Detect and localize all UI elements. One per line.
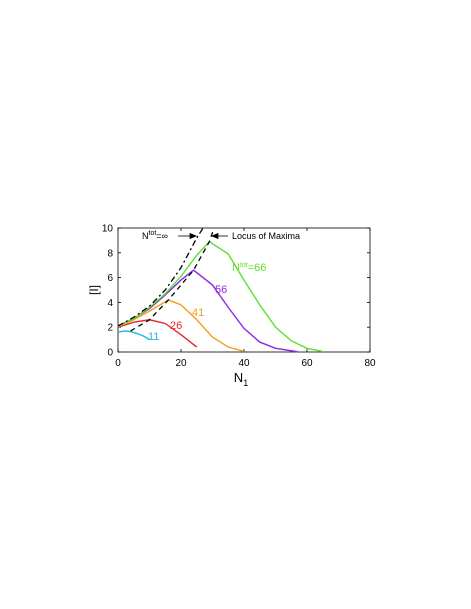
series-label: 26 (170, 320, 182, 332)
y-tick-label: 8 (107, 248, 113, 259)
series-label: 11 (148, 331, 159, 343)
plot-frame (117, 227, 371, 353)
y-tick-label: 6 (107, 273, 113, 284)
series-line (130, 227, 215, 332)
series-label: 41 (192, 307, 204, 319)
series-line (117, 299, 245, 353)
x-tick-label: 0 (115, 358, 121, 369)
x-label-base: N (234, 370, 243, 385)
y-axis-label: [I] (87, 285, 101, 295)
series-label: 56 (215, 284, 227, 296)
label-text: 56 (215, 284, 227, 296)
x-tick-label: 20 (175, 358, 187, 369)
series-line (117, 330, 150, 341)
x-label-sub: 1 (243, 378, 248, 388)
label-text: =66 (248, 262, 267, 274)
y-tick-label: 10 (102, 224, 114, 235)
x-tick-label: 60 (301, 358, 313, 369)
x-axis-label: N1 (234, 370, 248, 388)
label-text: 11 (148, 331, 159, 343)
y-tick-label: 0 (107, 348, 113, 359)
series-label: Ntot=66 (232, 262, 266, 274)
arrow-head (210, 232, 219, 240)
y-tick-label: 4 (107, 298, 113, 309)
y-tick-label: 2 (107, 323, 113, 334)
label-sup: tot (149, 230, 157, 237)
x-tick-label: 80 (364, 358, 376, 369)
series-line (117, 269, 298, 353)
series-line (117, 240, 323, 353)
series-line (117, 227, 204, 327)
label-text: 26 (170, 320, 182, 332)
arrows (178, 232, 228, 240)
label-prefix: N (232, 262, 240, 274)
label-prefix: N (142, 231, 149, 241)
series-line (117, 319, 198, 348)
label-text: 41 (192, 307, 204, 319)
label-sup: tot (240, 262, 248, 269)
x-tick-label: 40 (238, 358, 250, 369)
series-label: Ntot=∞ (142, 230, 168, 241)
arrow-head (189, 232, 198, 240)
label-text: Locus of Maxima (232, 231, 300, 241)
label-text: =∞ (156, 231, 168, 241)
series-label: Locus of Maxima (232, 231, 300, 241)
